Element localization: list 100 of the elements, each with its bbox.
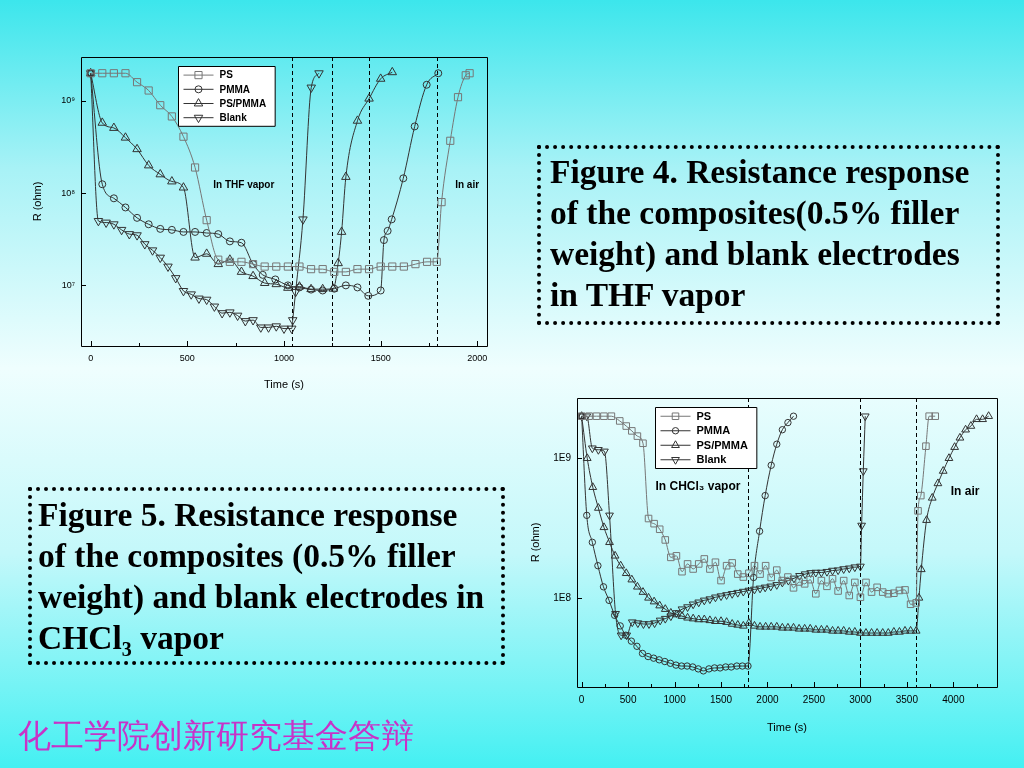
point xyxy=(214,230,223,239)
point xyxy=(375,73,386,82)
point xyxy=(144,86,153,95)
annotation: In air xyxy=(950,484,980,499)
point xyxy=(616,632,626,641)
point xyxy=(98,180,107,189)
point xyxy=(784,577,793,586)
point xyxy=(121,69,130,78)
point xyxy=(650,620,659,629)
point xyxy=(190,252,200,261)
point xyxy=(767,461,775,469)
point xyxy=(750,586,759,595)
point xyxy=(387,66,398,76)
point xyxy=(672,609,681,618)
point xyxy=(411,260,420,269)
point xyxy=(248,317,258,326)
point xyxy=(599,583,608,591)
point xyxy=(260,262,269,271)
point xyxy=(644,652,652,661)
point xyxy=(286,325,297,334)
point xyxy=(217,310,227,319)
point xyxy=(694,599,704,608)
point xyxy=(144,220,153,229)
point xyxy=(225,237,234,246)
point xyxy=(97,117,108,126)
point xyxy=(341,171,351,180)
point xyxy=(588,538,597,547)
point xyxy=(733,662,741,670)
point xyxy=(376,286,385,295)
point xyxy=(109,122,119,131)
point xyxy=(773,440,781,448)
y-tick-label: 10⁷ xyxy=(61,279,75,290)
point xyxy=(237,238,246,247)
point xyxy=(330,267,339,276)
point xyxy=(387,215,396,224)
point xyxy=(364,291,373,300)
point xyxy=(594,561,602,570)
point xyxy=(202,228,211,237)
point xyxy=(120,132,131,141)
point xyxy=(422,257,432,266)
point xyxy=(856,563,865,572)
point xyxy=(465,69,474,78)
point xyxy=(833,567,843,576)
point xyxy=(124,231,135,240)
point xyxy=(263,324,274,333)
point xyxy=(850,564,860,573)
point xyxy=(341,267,350,276)
point xyxy=(179,132,188,141)
point xyxy=(376,262,385,271)
point xyxy=(93,217,104,227)
point xyxy=(583,511,591,520)
point xyxy=(336,226,347,235)
point xyxy=(727,591,737,599)
x-tick-label: 500 xyxy=(619,693,637,705)
point xyxy=(306,84,316,93)
x-tick-label: 2000 xyxy=(467,352,488,363)
x-tick-label: 2500 xyxy=(802,693,826,705)
point xyxy=(705,596,715,605)
point xyxy=(167,176,177,185)
point xyxy=(306,265,316,274)
point xyxy=(716,593,726,602)
point xyxy=(761,491,769,500)
point xyxy=(705,665,713,673)
point xyxy=(194,295,204,304)
point xyxy=(710,664,719,672)
point xyxy=(660,615,670,624)
point xyxy=(209,303,220,312)
point xyxy=(784,418,792,427)
x-tick-label: 4000 xyxy=(942,693,965,705)
legend-label: PS/PMMA xyxy=(696,438,748,451)
legend-label: Blank xyxy=(696,453,728,466)
point xyxy=(755,527,764,535)
point xyxy=(446,136,455,145)
point xyxy=(655,656,663,664)
point xyxy=(858,468,868,476)
x-tick-label: 0 xyxy=(88,352,94,363)
x-axis-title: Time (s) xyxy=(264,378,304,391)
point xyxy=(213,258,224,268)
caption: Figure 4. Resistance response of the composites(0.5% filler weight) and blank electrodes in THF vapor xyxy=(537,145,1000,325)
point xyxy=(587,445,597,454)
point xyxy=(672,661,680,669)
x-tick-label: 1000 xyxy=(663,693,687,705)
point xyxy=(133,213,142,222)
point xyxy=(683,662,691,670)
point xyxy=(839,566,849,574)
point xyxy=(633,620,643,629)
point xyxy=(666,613,676,622)
point xyxy=(399,262,408,271)
legend-label: PS/PMMA xyxy=(219,97,267,109)
point xyxy=(170,275,181,284)
point xyxy=(101,219,111,228)
legend-label: PS xyxy=(219,69,234,81)
point xyxy=(298,216,308,225)
point xyxy=(341,281,350,290)
point xyxy=(857,522,866,531)
point xyxy=(156,101,165,110)
point xyxy=(333,257,343,267)
legend-label: PMMA xyxy=(219,83,251,95)
point xyxy=(248,270,258,280)
point xyxy=(711,594,720,603)
